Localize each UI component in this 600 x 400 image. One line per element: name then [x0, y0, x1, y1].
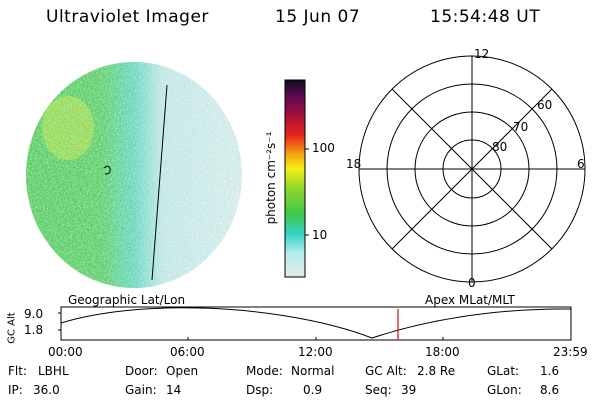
mlt-label-12: 12 [474, 47, 490, 61]
mlt-label-18: 18 [346, 157, 362, 171]
status-seq-key: Seq: [365, 383, 392, 397]
status-mode-value: Normal [291, 364, 335, 378]
orbit-y-tick-9: 9.0 [24, 307, 44, 321]
orbit-right-title: Apex MLat/MLT [425, 293, 515, 307]
colorbar-scale [284, 79, 306, 278]
colorbar-tick-10: 10 [312, 228, 328, 242]
mlat-label-70: 70 [513, 120, 529, 134]
orbit-altitude-curve [60, 307, 572, 339]
orbit-y-tick-1-8: 1.8 [24, 323, 44, 337]
colorbar-tick-100: 100 [312, 141, 335, 155]
orbit-x-tick-1200: 12:00 [298, 345, 333, 359]
mlat-label-80: 80 [492, 140, 508, 154]
mlt-label-0: 0 [468, 276, 476, 290]
status-filter-value: LBHL [38, 364, 69, 378]
status-ip-key: IP: [8, 383, 23, 397]
status-gcalt-key: GC Alt: [365, 364, 407, 378]
mlat-label-60: 60 [537, 98, 553, 112]
status-gcalt-value: 2.8 Re [417, 364, 456, 378]
status-door-key: Door: [125, 364, 158, 378]
status-gain-key: Gain: [125, 383, 157, 397]
orbit-plot-frame [60, 306, 572, 341]
status-glon-key: GLon: [487, 383, 522, 397]
mlt-label-6: 6 [577, 157, 585, 171]
date-label: 15 Jun 07 [275, 7, 361, 27]
status-dsp-value: 0.9 [303, 383, 323, 397]
time-label: 15:54:48 UT [430, 7, 541, 27]
orbit-x-tick-0000: 00:00 [48, 345, 83, 359]
polar-diagonal-2 [391, 88, 553, 250]
orbit-x-tick-1800: 18:00 [425, 345, 460, 359]
status-glat-value: 1.6 [540, 364, 560, 378]
status-seq-value: 39 [401, 383, 417, 397]
status-glon-value: 8.6 [540, 383, 560, 397]
orbit-x-tick-2359: 23:59 [553, 345, 588, 359]
terminator-line [151, 84, 168, 281]
status-door-value: Open [166, 364, 199, 378]
status-ip-value: 36.0 [33, 383, 60, 397]
orbit-x-tick-0600: 06:00 [170, 345, 205, 359]
instrument-title: Ultraviolet Imager [46, 7, 209, 27]
status-dsp-key: Dsp: [246, 383, 274, 397]
status-glat-key: GLat: [487, 364, 520, 378]
status-filter-key: Flt: [8, 364, 27, 378]
status-mode-key: Mode: [246, 364, 283, 378]
subsatellite-marker [103, 165, 111, 175]
status-gain-value: 14 [166, 383, 182, 397]
orbit-left-title: Geographic Lat/Lon [68, 293, 186, 307]
